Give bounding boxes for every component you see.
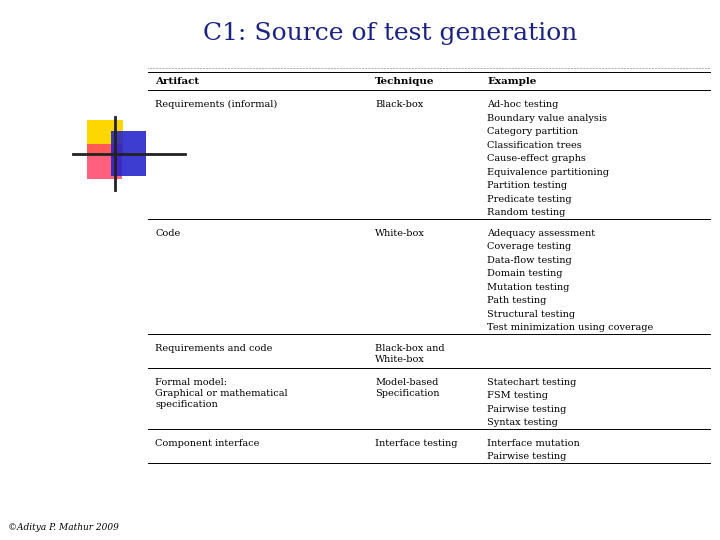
Bar — [87, 144, 122, 179]
Text: Interface mutation: Interface mutation — [487, 438, 580, 448]
Text: Ad-hoc testing: Ad-hoc testing — [487, 100, 559, 109]
Text: Mutation testing: Mutation testing — [487, 283, 570, 292]
Text: C1: Source of test generation: C1: Source of test generation — [203, 22, 577, 45]
Text: Model-based
Specification: Model-based Specification — [375, 378, 439, 398]
Text: Boundary value analysis: Boundary value analysis — [487, 114, 607, 123]
Text: ©Aditya P. Mathur 2009: ©Aditya P. Mathur 2009 — [8, 523, 119, 532]
Text: Structural testing: Structural testing — [487, 310, 575, 319]
Text: Artifact: Artifact — [155, 77, 199, 86]
Bar — [87, 120, 123, 153]
Bar — [111, 131, 145, 176]
Text: Syntax testing: Syntax testing — [487, 418, 558, 427]
Text: Category partition: Category partition — [487, 127, 578, 136]
Text: Random testing: Random testing — [487, 208, 565, 217]
Text: Path testing: Path testing — [487, 296, 546, 305]
Text: White-box: White-box — [375, 229, 425, 238]
Text: Equivalence partitioning: Equivalence partitioning — [487, 168, 609, 177]
Text: Interface testing: Interface testing — [375, 438, 457, 448]
Text: Example: Example — [487, 77, 536, 86]
Text: Predicate testing: Predicate testing — [487, 195, 572, 204]
Text: Pairwise testing: Pairwise testing — [487, 405, 567, 414]
Text: Pairwise testing: Pairwise testing — [487, 453, 567, 461]
Text: Requirements (informal): Requirements (informal) — [155, 100, 277, 110]
Text: Black-box and
White-box: Black-box and White-box — [375, 344, 445, 364]
Text: Statechart testing: Statechart testing — [487, 378, 577, 387]
Text: Component interface: Component interface — [155, 438, 259, 448]
Text: Partition testing: Partition testing — [487, 181, 567, 190]
Text: Test minimization using coverage: Test minimization using coverage — [487, 323, 653, 332]
Text: Formal model:
Graphical or mathematical
specification: Formal model: Graphical or mathematical … — [155, 378, 287, 409]
Text: FSM testing: FSM testing — [487, 392, 548, 400]
Text: Classification trees: Classification trees — [487, 141, 582, 150]
Text: Requirements and code: Requirements and code — [155, 344, 272, 353]
Text: Data-flow testing: Data-flow testing — [487, 256, 572, 265]
Text: Technique: Technique — [375, 77, 434, 86]
Text: Black-box: Black-box — [375, 100, 423, 109]
Text: Code: Code — [155, 229, 180, 238]
Text: Adequacy assessment: Adequacy assessment — [487, 229, 595, 238]
Text: Domain testing: Domain testing — [487, 269, 562, 278]
Text: Coverage testing: Coverage testing — [487, 242, 571, 251]
Text: Cause-effect graphs: Cause-effect graphs — [487, 154, 586, 163]
